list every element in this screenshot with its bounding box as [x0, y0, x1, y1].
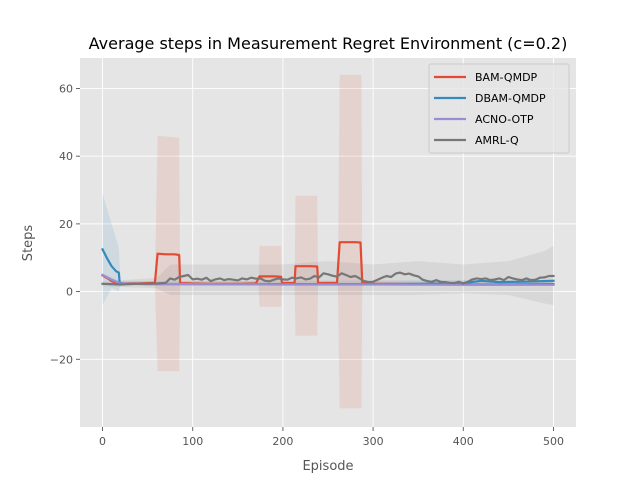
x-tick-label: 100: [182, 435, 203, 448]
x-tick-label: 200: [272, 435, 293, 448]
legend: BAM-QMDP DBAM-QMDP ACNO-OTP AMRL-Q: [428, 63, 570, 154]
series-lines: [100, 241, 555, 286]
x-axis-ticks: 0 100 200 300 400 500: [99, 427, 564, 448]
legend-label: ACNO-OTP: [475, 113, 534, 126]
legend-label: AMRL-Q: [475, 134, 519, 147]
y-tick-label: −20: [50, 353, 73, 366]
legend-box: [428, 63, 570, 154]
y-tick-label: 20: [59, 218, 73, 231]
x-tick-label: 500: [543, 435, 564, 448]
legend-label: BAM-QMDP: [475, 71, 538, 84]
y-axis-ticks: −20 0 20 40 60: [50, 82, 80, 366]
y-tick-label: 0: [66, 286, 73, 299]
y-tick-label: 40: [59, 150, 73, 163]
y-tick-label: 60: [59, 82, 73, 95]
legend-label: DBAM-QMDP: [475, 92, 546, 105]
series-line-amrl-q: [101, 271, 555, 286]
series-line-acno-otp: [101, 273, 555, 286]
chart-title: Average steps in Measurement Regret Envi…: [89, 34, 568, 53]
x-tick-label: 300: [363, 435, 384, 448]
y-axis-label: Steps: [21, 225, 36, 262]
x-tick-label: 0: [99, 435, 106, 448]
x-axis-label: Episode: [302, 459, 353, 474]
confidence-band-amrl-q: [102, 245, 554, 306]
x-tick-label: 400: [453, 435, 474, 448]
